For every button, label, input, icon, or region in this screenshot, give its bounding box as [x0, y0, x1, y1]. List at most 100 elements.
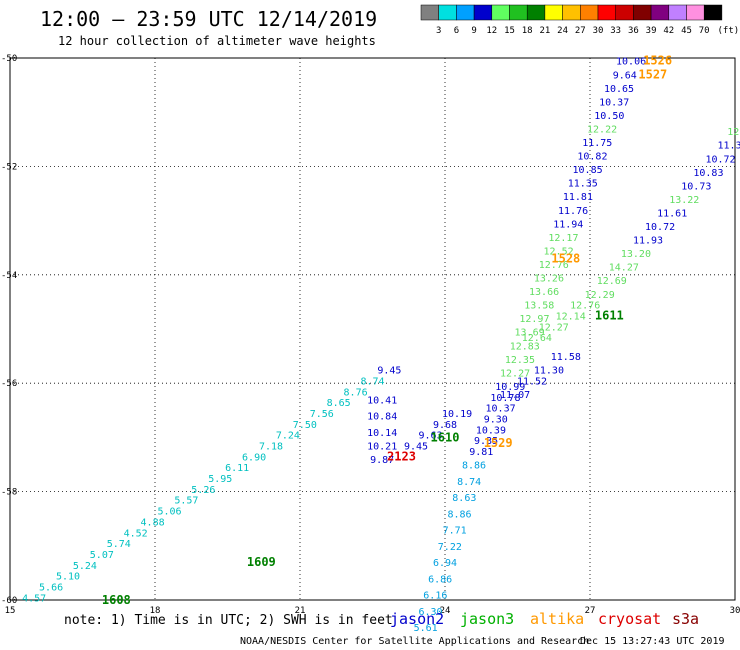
colorbar-swatch: [456, 4, 475, 21]
data-points: 10.069.6410.6510.3710.5012.2211.7510.821…: [22, 57, 740, 634]
swh-point-label: 13.58: [524, 301, 554, 312]
colorbar-label: 45: [681, 26, 692, 36]
swh-point-label: 12.17: [548, 233, 578, 244]
y-tick-label: -52: [1, 162, 17, 172]
colorbar-swatch: [686, 4, 705, 21]
x-tick-label: 21: [295, 606, 306, 616]
swh-point-label: 13.22: [669, 195, 699, 206]
swh-point-label: 12.97: [519, 314, 549, 325]
colorbar-label: 15: [504, 26, 515, 36]
grid: [10, 58, 735, 600]
swh-point-label: 9.87: [370, 455, 394, 466]
swh-point-label: 6.86: [428, 574, 452, 585]
colorbar-label: 6: [454, 26, 459, 36]
x-tick-label: 15: [5, 606, 16, 616]
swh-point-label: 10.83: [693, 168, 723, 179]
colorbar-legend: 3 6 9 12 15 18 21 24 27 30 33 36 39 42 45 70 (ft): [420, 4, 740, 36]
colorbar-swatch: [633, 4, 652, 21]
colorbar-swatch: [597, 4, 616, 21]
y-tick-label: -56: [1, 379, 17, 389]
satellite-legend-altika: altika: [530, 610, 584, 628]
swh-point-label: 10.50: [594, 111, 624, 122]
colorbar-swatch: [615, 4, 634, 21]
orbit-track-label: 2123: [387, 449, 416, 463]
colorbar-swatch: [544, 4, 563, 21]
swh-point-label: 6.90: [242, 452, 266, 463]
swh-point-label: 12.76: [570, 301, 600, 312]
swh-point-label: 11.58: [551, 352, 581, 363]
swh-point-label: 7.18: [259, 442, 283, 453]
swh-point-label: 10.21: [367, 442, 397, 453]
x-tick-label: 30: [730, 606, 740, 616]
swh-point-label: 7.56: [310, 409, 334, 420]
orbit-track-label: 1527: [638, 67, 667, 81]
swh-point-label: 8.86: [447, 509, 471, 520]
colorbar-swatch: [420, 4, 439, 21]
swh-point-label: 5.10: [56, 572, 80, 583]
swh-point-label: 9.63: [418, 431, 442, 442]
swh-point-label: 12.22: [587, 124, 617, 135]
swh-point-label: 12.14: [556, 311, 586, 322]
swh-point-label: 5.95: [208, 474, 232, 485]
swh-point-label: 6.11: [225, 463, 249, 474]
swh-point-label: 5.24: [73, 561, 97, 572]
swh-point-label: 6.16: [423, 591, 447, 602]
swh-point-label: 9.35: [474, 436, 498, 447]
swh-point-label: 7.71: [443, 526, 467, 537]
colorbar-label: 36: [628, 26, 639, 36]
swh-point-label: 11.07: [500, 390, 530, 401]
colorbar-swatch: [668, 4, 687, 21]
credit-line: NOAA/NESDIS Center for Satellite Applica…: [240, 636, 589, 647]
swh-point-label: 10.99: [495, 382, 525, 393]
y-tick-label: -50: [1, 54, 17, 64]
swh-point-label: 10.65: [604, 84, 634, 95]
swh-point-label: 8.86: [462, 461, 486, 472]
colorbar-swatch: [509, 4, 528, 21]
swh-point-label: 10.72: [645, 222, 675, 233]
orbit-track-label: 1529: [484, 436, 513, 450]
orbit-track-label: 1611: [595, 308, 624, 322]
colorbar-swatch: [580, 4, 599, 21]
colorbar-label: 3: [436, 26, 441, 36]
axis-ticks: 15 18 21 24 27 30 -50 -52 -54 -56 -58 -60: [1, 54, 740, 616]
swh-point-label: 11.76: [558, 206, 588, 217]
colorbar-label: 30: [593, 26, 604, 36]
swh-point-label: 9.45: [404, 442, 428, 453]
colorbar-label: 12: [486, 26, 497, 36]
colorbar-swatch: [562, 4, 581, 21]
swh-point-label: 9.30: [484, 414, 508, 425]
swh-point-label: 5.74: [107, 539, 131, 550]
swh-point-label: 10.78: [490, 393, 520, 404]
satellite-legend-jason2: jason2: [390, 610, 444, 628]
swh-point-label: 6.94: [433, 558, 457, 569]
colorbar-swatch: [473, 4, 493, 21]
swh-point-label: 10.06: [616, 57, 646, 68]
swh-point-label: 9.81: [469, 447, 493, 458]
colorbar-label: 18: [522, 26, 533, 36]
y-tick-label: -58: [1, 488, 17, 498]
swh-point-label: 12.35: [505, 355, 535, 366]
colorbar-swatch: [526, 4, 546, 21]
swh-point-label: 7.22: [438, 542, 462, 553]
swh-point-label: 10.85: [573, 165, 603, 176]
swh-point-label: 10.37: [486, 404, 516, 415]
swh-point-label: 13.26: [534, 274, 564, 285]
swh-point-label: 12.64: [522, 333, 552, 344]
x-tick-label: 24: [440, 606, 451, 616]
swh-point-label: 9.45: [377, 366, 401, 377]
swh-point-label: 5.61: [414, 623, 438, 634]
swh-point-label: 13.20: [621, 249, 651, 260]
swh-point-label: 10.84: [367, 412, 397, 423]
colorbar-unit: (ft): [718, 26, 740, 36]
swh-point-label: 10.73: [681, 181, 711, 192]
page-subtitle: 12 hour collection of altimeter wave hei…: [58, 34, 376, 48]
colorbar-swatch: [650, 4, 670, 21]
satellite-legend-jason3: jason3: [460, 610, 514, 628]
swh-point-label: 10.19: [442, 409, 472, 420]
x-tick-label: 18: [150, 606, 161, 616]
swh-point-label: 11.35: [568, 179, 598, 190]
swh-point-label: 5.06: [157, 507, 181, 518]
colorbar-label: 27: [575, 26, 586, 36]
swh-point-label: 7.24: [276, 431, 300, 442]
